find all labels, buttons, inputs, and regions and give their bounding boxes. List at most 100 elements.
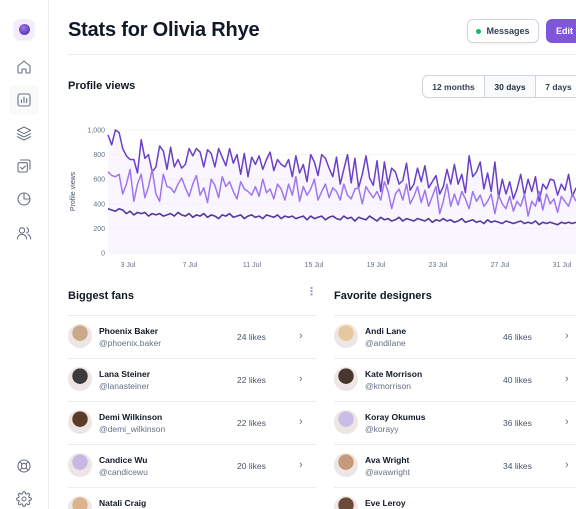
chevron-right-icon[interactable]: › [565,373,569,385]
favorite-designers-title: Favorite designers [334,290,432,302]
series-line [107,207,576,226]
likes-count: 22 likes [237,375,266,385]
bar-chart-icon [17,93,31,107]
logo[interactable] [14,19,34,39]
chevron-right-icon[interactable]: › [299,330,303,342]
row-divider [68,401,316,402]
row-divider [334,401,576,402]
row-divider [68,358,316,359]
list-item[interactable]: Kate Morrison @kmorrison 40 likes › [334,359,576,402]
person-handle: @avawright [365,467,411,477]
x-tick-label: 31 Jul [553,262,572,269]
likes-count: 20 likes [237,461,266,471]
sidebar-item-users[interactable] [9,218,39,248]
person-handle: @lanasteiner [99,381,150,391]
profile-views-title: Profile views [68,80,136,92]
list-item[interactable]: Phoenix Baker @phoenix.baker 24 likes › [68,316,316,359]
more-vertical-icon[interactable]: ⋮ [306,286,317,298]
person-name: Phoenix Baker [99,326,159,336]
list-item[interactable]: Eve Leroy [334,488,576,509]
messages-button[interactable]: Messages [467,19,539,43]
x-tick-label: 11 Jul [243,262,262,269]
person-name: Kate Morrison [365,369,423,379]
biggest-fans-title: Biggest fans [68,290,135,302]
range-30-days[interactable]: 30 days [485,76,536,97]
avatar [334,410,358,434]
y-tick-label: 200 [93,226,105,233]
y-tick-label: 800 [93,152,105,159]
person-handle: @phoenix.baker [99,338,162,348]
x-tick-label: 15 Jul [305,262,324,269]
sidebar [0,0,49,509]
x-tick-label: 19 Jul [367,262,386,269]
users-icon [16,227,32,240]
profile-views-chart: 0 200 400 600 800 1,000 Profile views 3 Jul 7 Ju… [60,118,576,273]
edit-button[interactable]: Edit [546,19,576,43]
sidebar-item-settings[interactable] [9,484,39,509]
sidebar-item-reports[interactable] [9,184,39,214]
sidebar-item-tasks[interactable] [9,151,39,181]
chevron-right-icon[interactable]: › [299,373,303,385]
avatar [68,410,92,434]
person-name: Koray Okumus [365,412,426,422]
person-name: Ava Wright [365,455,410,465]
y-tick-label: 600 [93,177,105,184]
chevron-right-icon[interactable]: › [299,416,303,428]
range-7-days[interactable]: 7 days [545,81,572,92]
y-axis-label: Profile views [70,171,77,211]
person-name: Andi Lane [365,326,407,336]
person-name: Candice Wu [99,455,148,465]
y-tick-label: 400 [93,201,105,208]
list-item[interactable]: Candice Wu @candicewu 20 likes › [68,445,316,488]
x-tick-label: 27 Jul [491,262,510,269]
sidebar-item-layers[interactable] [9,118,39,148]
avatar [68,324,92,348]
list-item[interactable]: Ava Wright @avawright 34 likes › [334,445,576,488]
list-item[interactable]: Natali Craig [68,488,316,509]
series-line [107,168,576,217]
chevron-right-icon[interactable]: › [565,459,569,471]
home-icon [17,60,31,74]
list-item[interactable]: Demi Wilkinson @demi_wilkinson 22 likes › [68,402,316,445]
list-item[interactable]: Lana Steiner @lanasteiner 22 likes › [68,359,316,402]
online-status-dot [476,28,482,34]
avatar [334,367,358,391]
settings-icon [16,491,32,507]
chevron-right-icon[interactable]: › [565,330,569,342]
chevron-right-icon[interactable]: › [565,416,569,428]
row-divider [334,487,576,488]
range-12-months[interactable]: 12 months [423,76,485,97]
person-handle: @kmorrison [365,381,411,391]
likes-count: 24 likes [237,332,266,342]
avatar [68,496,92,509]
likes-count: 36 likes [503,418,532,428]
avatar [68,367,92,391]
likes-count: 22 likes [237,418,266,428]
person-name: Demi Wilkinson [99,412,163,422]
card-divider [68,315,316,316]
avatar [334,453,358,477]
check-square-icon [17,159,31,173]
row-divider [68,487,316,488]
avatar [334,324,358,348]
list-item[interactable]: Andi Lane @andilane 46 likes › [334,316,576,359]
sidebar-item-stats[interactable] [9,85,39,115]
sidebar-item-home[interactable] [9,52,39,82]
chart-svg: 0 200 400 600 800 1,000 Profile views 3 Jul 7 Ju… [70,128,576,269]
sidebar-item-support[interactable] [9,451,39,481]
x-tick-label: 3 Jul [121,262,136,269]
row-divider [68,444,316,445]
series-line [107,129,576,203]
page-title: Stats for Olivia Rhye [68,19,260,41]
likes-count: 46 likes [503,332,532,342]
row-divider [334,444,576,445]
avatar [334,496,358,509]
chevron-right-icon[interactable]: › [299,459,303,471]
date-range-toggle: 12 months 30 days 7 days [422,75,576,98]
more-vertical-icon[interactable]: ⋮ [572,287,576,298]
messages-label: Messages [486,26,530,36]
header-divider [68,54,576,55]
help-icon [17,459,31,473]
list-item[interactable]: Koray Okumus @korayy 36 likes › [334,402,576,445]
y-tick-label: 1,000 [87,128,105,135]
